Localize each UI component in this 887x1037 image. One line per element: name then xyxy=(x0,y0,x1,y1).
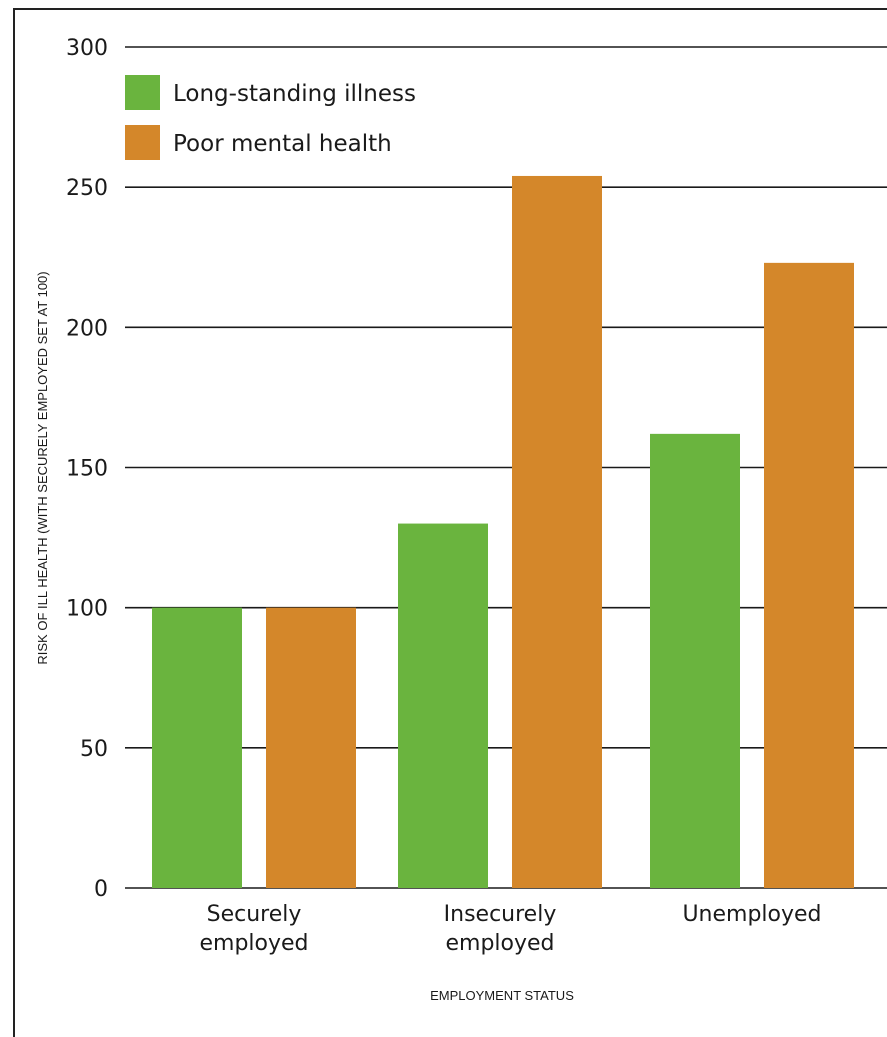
y-tick-label: 150 xyxy=(66,457,108,482)
y-tick-label: 0 xyxy=(94,877,108,902)
bar-poor-mental-health-2 xyxy=(764,262,854,888)
y-tick-label: 200 xyxy=(66,316,108,341)
x-category-label: employed xyxy=(199,931,308,956)
bar-poor-mental-health-0 xyxy=(266,607,356,888)
bar-long-standing-illness-0 xyxy=(152,607,242,888)
legend-label: Poor mental health xyxy=(173,131,392,157)
legend-swatch xyxy=(125,125,160,160)
y-tick-label: 300 xyxy=(66,36,108,61)
legend-swatch xyxy=(125,75,160,110)
chart-frame xyxy=(13,8,887,1037)
bar-long-standing-illness-1 xyxy=(398,523,488,888)
y-tick-label: 50 xyxy=(80,737,108,762)
y-tick-label: 250 xyxy=(66,176,108,201)
bar-poor-mental-health-1 xyxy=(512,175,602,888)
x-axis-title: EMPLOYMENT STATUS xyxy=(430,988,574,1003)
bar-long-standing-illness-2 xyxy=(650,433,740,888)
x-category-label: Unemployed xyxy=(682,902,821,927)
y-tick-label: 100 xyxy=(66,597,108,622)
x-category-label: employed xyxy=(445,931,554,956)
x-category-label: Securely xyxy=(207,902,302,927)
legend-label: Long-standing illness xyxy=(173,81,416,107)
y-axis-title: RISK OF ILL HEALTH (WITH SECURELY EMPLOY… xyxy=(35,271,50,664)
x-category-label: Insecurely xyxy=(444,902,557,927)
